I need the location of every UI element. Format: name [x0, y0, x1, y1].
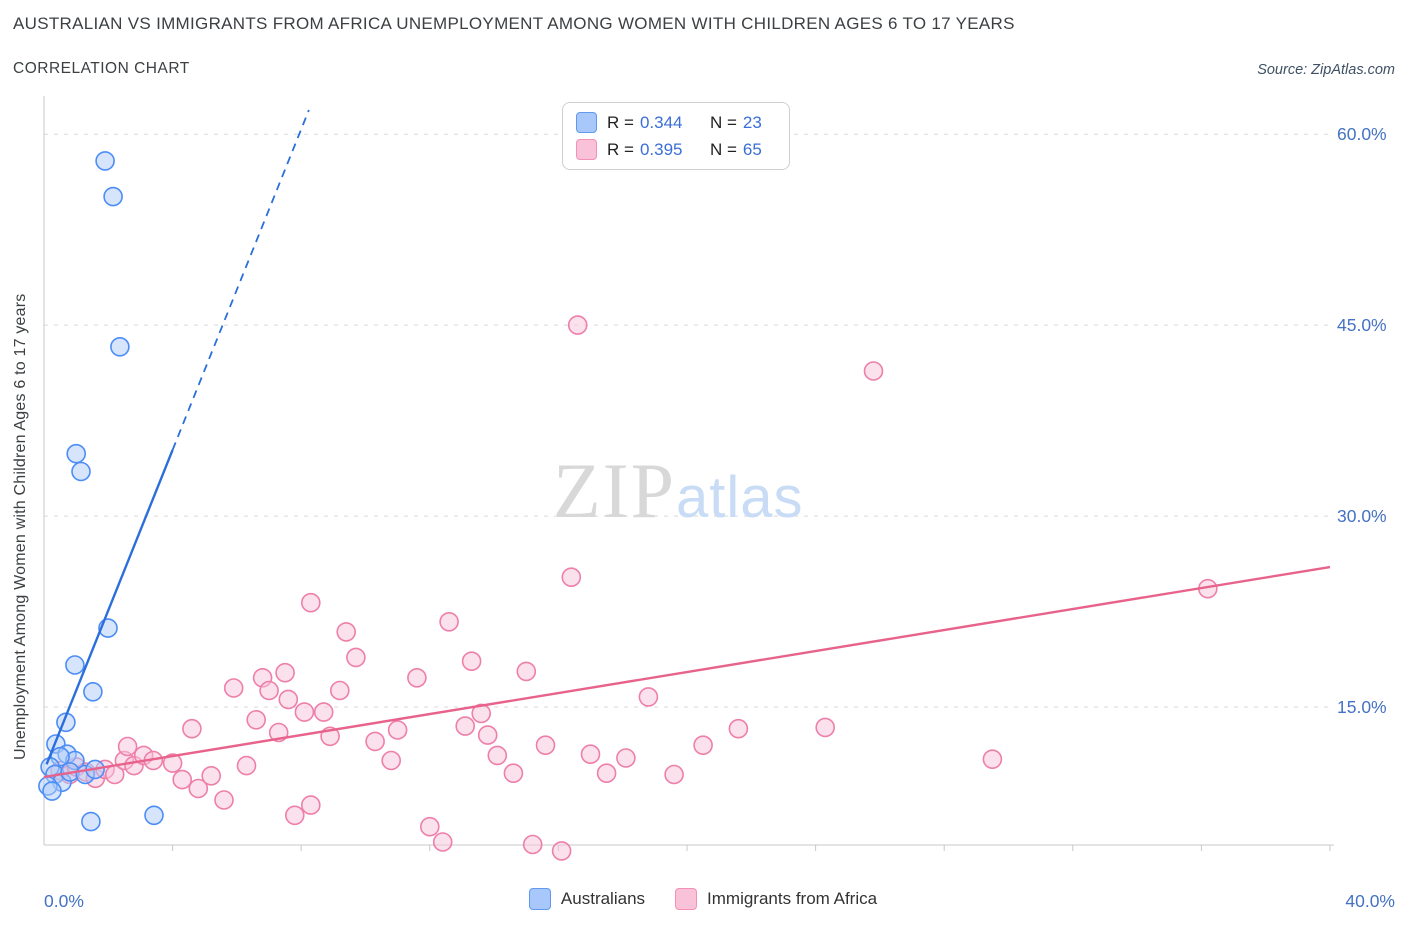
scatter-point-australians[interactable]	[71, 461, 91, 482]
scatter-point-africa[interactable]	[616, 748, 636, 768]
scatter-point-australians[interactable]	[65, 655, 85, 675]
scatter-point-africa[interactable]	[365, 731, 385, 752]
scatter-point-africa[interactable]	[300, 592, 321, 613]
y-axis-tick-label: 60.0%	[1337, 124, 1387, 145]
scatter-point-africa[interactable]	[300, 795, 321, 815]
correlation-stats-legend: R = 0.344 N = 23 R = 0.395 N = 65	[562, 102, 790, 170]
scatter-point-australians[interactable]	[66, 443, 86, 464]
y-axis-tick-label: 30.0%	[1337, 506, 1387, 527]
scatter-point-africa[interactable]	[329, 680, 350, 701]
australians-legend-swatch-icon	[528, 888, 551, 910]
scatter-point-africa[interactable]	[236, 755, 257, 776]
scatter-point-africa[interactable]	[693, 735, 713, 756]
scatter-point-africa[interactable]	[407, 667, 427, 688]
stats-row-australians: R = 0.344 N = 23	[576, 112, 773, 133]
scatter-point-africa[interactable]	[580, 744, 601, 765]
legend-label-africa: Immigrants from Africa	[707, 889, 878, 908]
scatter-point-africa[interactable]	[182, 718, 202, 739]
scatter-point-africa[interactable]	[596, 763, 617, 784]
scatter-point-africa[interactable]	[477, 725, 498, 745]
scatter-point-africa[interactable]	[346, 647, 366, 668]
scatter-point-africa[interactable]	[188, 778, 209, 799]
scatter-point-africa[interactable]	[246, 709, 267, 730]
bottom-legend: Australians Immigrants from Africa	[0, 888, 1406, 910]
scatter-point-africa[interactable]	[567, 315, 588, 335]
scatter-point-africa[interactable]	[551, 841, 572, 861]
scatter-point-africa[interactable]	[516, 661, 537, 682]
scatter-point-africa[interactable]	[638, 687, 659, 707]
n-value: 23	[742, 112, 762, 132]
scatter-point-africa[interactable]	[381, 750, 402, 771]
stats-row-africa: R = 0.395 N = 65	[576, 139, 773, 160]
trend-line-extension	[171, 109, 310, 451]
legend-label-australians: Australians	[560, 889, 646, 908]
page-title: AUSTRALIAN VS IMMIGRANTS FROM AFRICA UNE…	[13, 14, 1015, 33]
y-axis-tick-label: 15.0%	[1337, 697, 1387, 718]
source-attribution: Source: ZipAtlas.com	[1257, 62, 1395, 78]
scatter-point-africa[interactable]	[278, 689, 299, 710]
n-value: 65	[742, 139, 762, 159]
page-subtitle: CORRELATION CHART	[13, 60, 190, 77]
scatter-point-africa[interactable]	[728, 718, 749, 739]
scatter-point-africa[interactable]	[863, 361, 884, 381]
x-axis-max-label: 40.0%	[1345, 891, 1395, 911]
scatter-point-africa[interactable]	[294, 702, 315, 722]
n-label: N =	[709, 139, 737, 159]
scatter-point-africa[interactable]	[535, 735, 556, 756]
scatter-point-africa[interactable]	[275, 662, 295, 683]
scatter-point-africa[interactable]	[815, 717, 836, 738]
legend-item-africa[interactable]: Immigrants from Africa	[675, 888, 877, 910]
scatter-point-africa[interactable]	[336, 622, 357, 642]
africa-swatch-icon	[576, 139, 597, 160]
scatter-point-africa[interactable]	[561, 567, 582, 588]
australians-swatch-icon	[576, 112, 597, 133]
r-value: 0.344	[639, 112, 683, 132]
scatter-point-africa[interactable]	[214, 790, 234, 810]
scatter-point-africa[interactable]	[387, 720, 408, 740]
scatter-point-australians[interactable]	[81, 811, 101, 832]
scatter-point-africa[interactable]	[982, 749, 1003, 770]
scatter-point-africa[interactable]	[419, 816, 440, 837]
scatter-point-africa[interactable]	[162, 753, 183, 773]
scatter-point-africa[interactable]	[664, 764, 684, 785]
scatter-point-africa[interactable]	[117, 736, 138, 757]
scatter-point-africa[interactable]	[284, 805, 305, 826]
scatter-point-africa[interactable]	[461, 651, 482, 672]
scatter-point-africa[interactable]	[439, 611, 459, 632]
africa-legend-swatch-icon	[675, 888, 698, 910]
scatter-point-africa[interactable]	[172, 769, 192, 790]
scatter-point-australians[interactable]	[110, 336, 130, 357]
scatter-point-africa[interactable]	[522, 834, 543, 855]
scatter-point-africa[interactable]	[259, 680, 279, 701]
scatter-point-australians[interactable]	[42, 781, 62, 801]
x-axis-min-label: 0.0%	[44, 891, 84, 911]
y-axis-tick-label: 45.0%	[1337, 315, 1387, 336]
scatter-point-africa[interactable]	[223, 678, 244, 698]
scatter-point-australians[interactable]	[83, 681, 103, 702]
scatter-point-australians[interactable]	[103, 186, 123, 207]
scatter-point-australians[interactable]	[95, 151, 115, 171]
r-value: 0.395	[639, 139, 683, 159]
scatter-point-africa[interactable]	[503, 763, 524, 784]
r-label: R =	[607, 112, 634, 132]
scatter-point-australians[interactable]	[144, 805, 164, 826]
scatter-point-africa[interactable]	[471, 703, 492, 724]
scatter-point-africa[interactable]	[455, 716, 476, 736]
scatter-point-africa[interactable]	[487, 745, 508, 766]
r-label: R =	[607, 139, 634, 159]
trend-line	[45, 449, 174, 765]
scatter-point-africa[interactable]	[313, 702, 334, 722]
legend-item-australians[interactable]: Australians	[528, 888, 646, 910]
trend-line	[43, 565, 1331, 779]
scatter-point-africa[interactable]	[432, 832, 453, 852]
scatter-point-africa[interactable]	[201, 765, 221, 786]
n-label: N =	[709, 112, 737, 132]
